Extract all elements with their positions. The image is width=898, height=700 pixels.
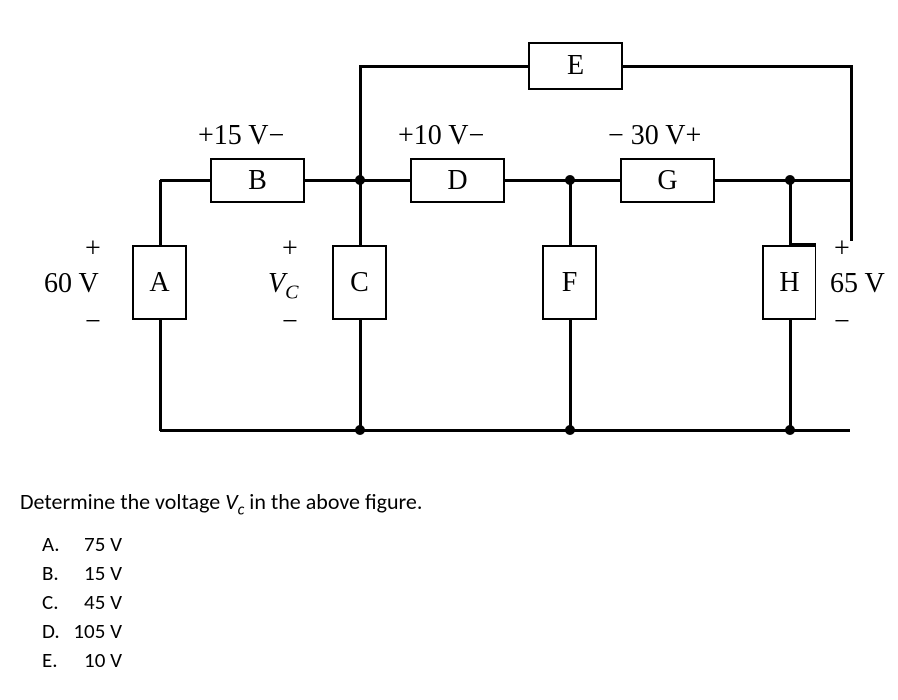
box-F-label: F — [562, 267, 578, 299]
choice-B[interactable]: B.15 V — [42, 560, 878, 586]
wire — [790, 179, 852, 182]
box-D-label: D — [447, 165, 467, 197]
prompt-post: in the above figure. — [244, 488, 422, 515]
box-H-label: H — [779, 267, 799, 299]
prompt-sym: V — [225, 488, 237, 515]
answer-choices: A.75 V B.15 V C.45 V D.105 V E.10 V — [42, 531, 878, 673]
wire — [159, 320, 162, 431]
wire-bottom — [160, 429, 850, 432]
wire — [359, 180, 362, 245]
box-D: D — [410, 158, 505, 203]
volt-H-2: 65 V — [830, 268, 885, 300]
wire — [359, 320, 362, 431]
box-F: F — [542, 245, 597, 320]
choice-A[interactable]: A.75 V — [42, 531, 878, 557]
box-B: B — [210, 158, 305, 203]
wire — [569, 180, 572, 245]
volt-A-minus: − — [85, 306, 101, 338]
wire — [850, 65, 853, 182]
box-A: A — [132, 245, 187, 320]
wire — [623, 65, 853, 68]
volt-H-minus-2: − — [834, 306, 850, 338]
box-G-label: G — [657, 165, 677, 197]
choice-C[interactable]: C.45 V — [42, 589, 878, 615]
box-H: H — [762, 245, 817, 320]
volt-C-minus: − — [282, 306, 298, 338]
box-E: E — [528, 42, 623, 90]
volt-C: VC — [268, 268, 298, 305]
volt-D: +10 V− — [398, 120, 484, 152]
box-C-label: C — [350, 267, 369, 299]
wire — [715, 179, 790, 182]
box-B-label: B — [248, 165, 267, 197]
wire — [359, 65, 362, 181]
wire — [789, 180, 792, 245]
circuit-diagram: B +15 V− D +10 V− G − 30 V+ E A + 60 V −… — [30, 20, 880, 460]
volt-B: +15 V− — [198, 120, 284, 152]
volt-G: − 30 V+ — [608, 120, 701, 152]
volt-A-plus: + — [85, 233, 101, 265]
wire — [570, 179, 620, 182]
wire — [305, 179, 360, 182]
wire — [159, 180, 162, 245]
box-C: C — [332, 245, 387, 320]
wire — [359, 65, 529, 68]
box-G: G — [620, 158, 715, 203]
question-prompt: Determine the voltage Vc in the above fi… — [20, 488, 878, 519]
choice-D[interactable]: D.105 V — [42, 618, 878, 644]
volt-A: 60 V — [44, 268, 99, 300]
wire — [789, 320, 792, 431]
volt-H-plus-2: + — [834, 233, 850, 265]
wire — [569, 320, 572, 431]
wire — [160, 179, 210, 182]
box-A-label: A — [149, 267, 169, 299]
volt-C-plus: + — [282, 233, 298, 265]
choice-E[interactable]: E.10 V — [42, 647, 878, 673]
prompt-pre: Determine the voltage — [20, 488, 225, 515]
wire — [505, 179, 570, 182]
wire — [360, 179, 410, 182]
box-E-label: E — [567, 50, 584, 82]
